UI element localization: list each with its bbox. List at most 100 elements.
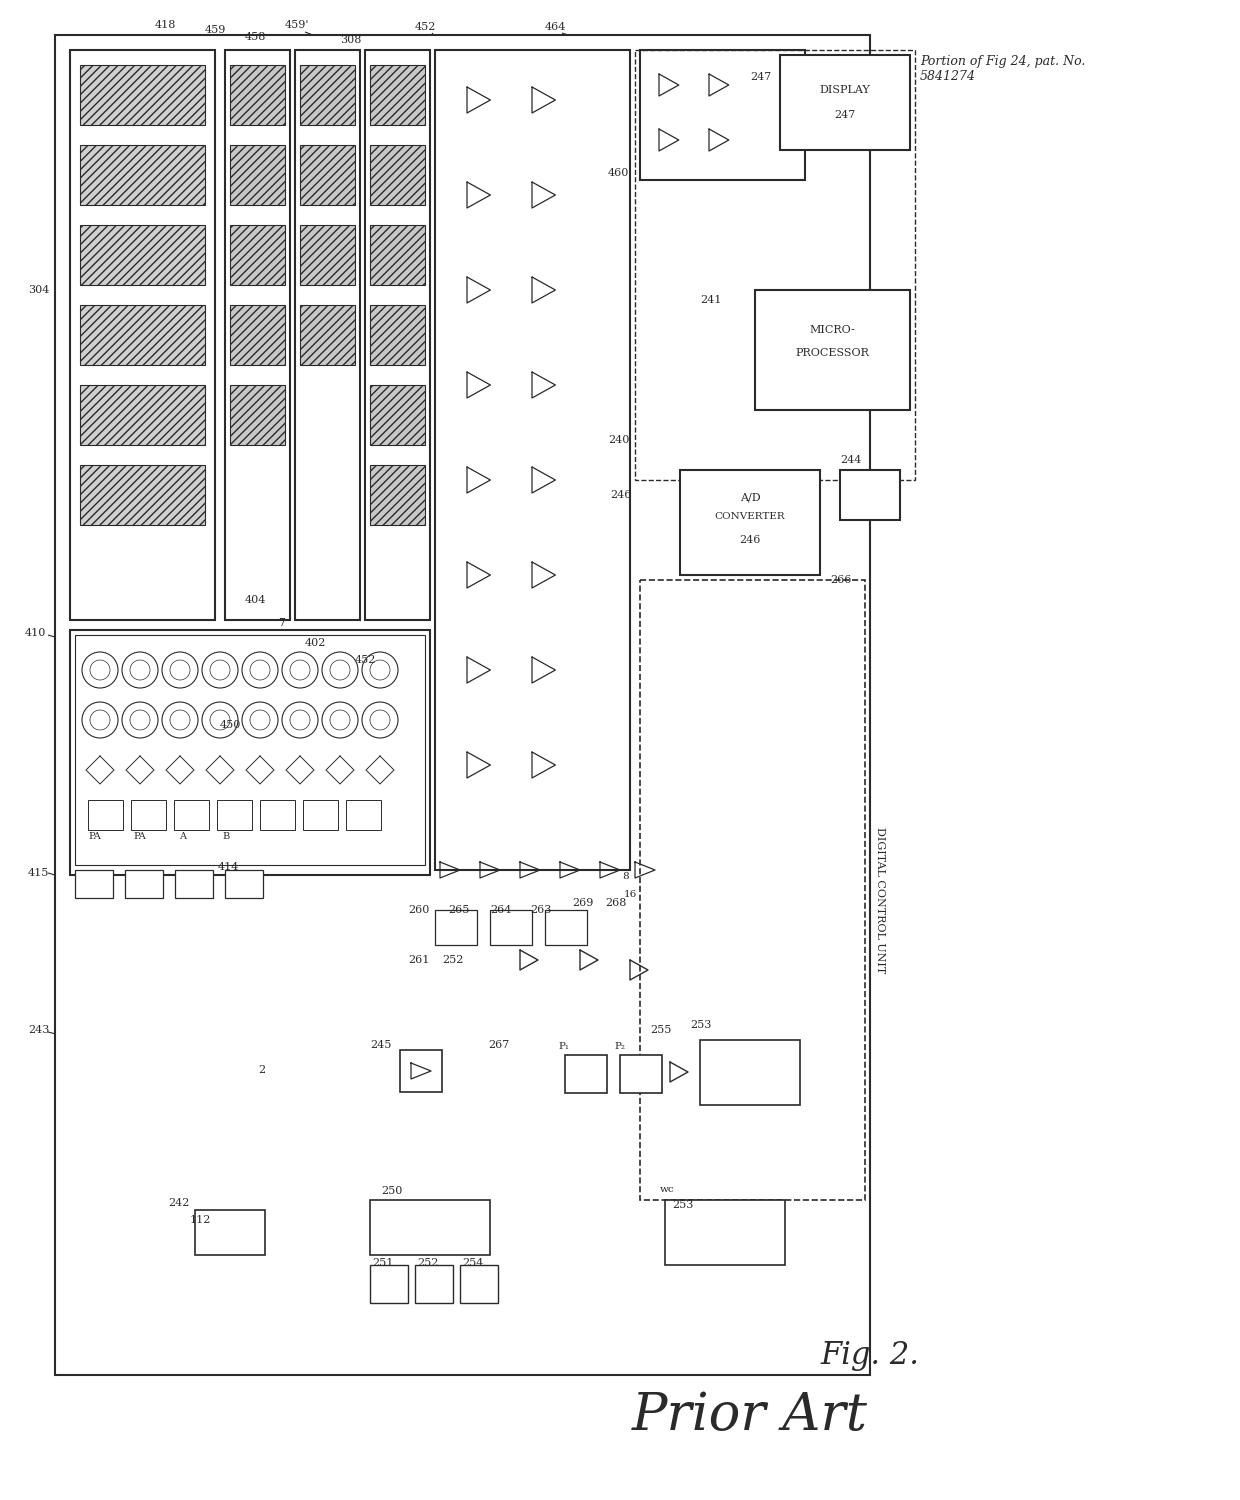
Bar bbox=[490, 910, 532, 945]
Bar bbox=[74, 870, 113, 898]
Text: 459: 459 bbox=[205, 26, 227, 34]
Text: 268: 268 bbox=[605, 898, 626, 908]
Bar bbox=[224, 50, 290, 620]
Bar bbox=[370, 1200, 490, 1256]
Bar bbox=[665, 1200, 785, 1264]
Text: 260: 260 bbox=[408, 904, 429, 915]
Text: 252: 252 bbox=[441, 956, 464, 964]
Text: wc: wc bbox=[660, 1185, 675, 1194]
Bar bbox=[74, 634, 425, 866]
Text: 253: 253 bbox=[689, 1020, 712, 1031]
Text: PA: PA bbox=[134, 833, 146, 842]
Text: DIGITAL CONTROL UNIT: DIGITAL CONTROL UNIT bbox=[875, 827, 885, 974]
Bar bbox=[229, 304, 285, 364]
Bar bbox=[295, 50, 360, 620]
Text: 240: 240 bbox=[608, 435, 630, 445]
Bar bbox=[195, 1210, 265, 1255]
Bar bbox=[300, 304, 355, 364]
Text: Prior Art: Prior Art bbox=[632, 1390, 868, 1441]
Bar bbox=[346, 800, 381, 830]
Text: 254: 254 bbox=[463, 1258, 484, 1268]
Text: 452: 452 bbox=[355, 656, 377, 664]
Text: A: A bbox=[180, 833, 186, 842]
Text: 250: 250 bbox=[382, 1186, 403, 1196]
Bar bbox=[88, 800, 123, 830]
Text: 246: 246 bbox=[610, 490, 631, 500]
Text: P₂: P₂ bbox=[614, 1042, 625, 1052]
Text: 414: 414 bbox=[218, 862, 239, 871]
Bar bbox=[300, 225, 355, 285]
Text: 459': 459' bbox=[285, 20, 310, 30]
Text: PA: PA bbox=[88, 833, 102, 842]
Text: 7: 7 bbox=[278, 618, 285, 628]
Text: 266: 266 bbox=[830, 574, 852, 585]
Text: P₁: P₁ bbox=[558, 1042, 569, 1052]
Text: 8: 8 bbox=[622, 871, 629, 880]
Bar bbox=[365, 50, 430, 620]
Text: 452: 452 bbox=[415, 22, 436, 32]
Text: 304: 304 bbox=[29, 285, 50, 296]
Text: 112: 112 bbox=[190, 1215, 211, 1225]
Bar bbox=[755, 290, 910, 410]
Bar bbox=[680, 470, 820, 574]
Text: CONVERTER: CONVERTER bbox=[714, 512, 785, 520]
Text: A/D: A/D bbox=[740, 494, 760, 502]
Text: DISPLAY: DISPLAY bbox=[820, 86, 870, 94]
Bar bbox=[300, 64, 355, 125]
Text: PROCESSOR: PROCESSOR bbox=[795, 348, 869, 358]
Text: MICRO-: MICRO- bbox=[808, 326, 854, 334]
Bar bbox=[229, 386, 285, 446]
Bar bbox=[224, 870, 263, 898]
Bar bbox=[701, 1040, 800, 1106]
Bar bbox=[780, 56, 910, 150]
Bar bbox=[640, 580, 866, 1200]
Text: 246: 246 bbox=[739, 536, 760, 544]
Bar bbox=[370, 465, 425, 525]
Bar bbox=[435, 50, 630, 870]
Text: 269: 269 bbox=[572, 898, 594, 908]
Text: 253: 253 bbox=[672, 1200, 693, 1210]
Bar bbox=[435, 910, 477, 945]
Bar bbox=[546, 910, 587, 945]
Text: 402: 402 bbox=[305, 638, 326, 648]
Text: 458: 458 bbox=[246, 32, 267, 42]
Text: 265: 265 bbox=[448, 904, 470, 915]
Text: 261: 261 bbox=[408, 956, 429, 964]
Text: 267: 267 bbox=[489, 1040, 510, 1050]
Bar bbox=[370, 64, 425, 125]
Text: 464: 464 bbox=[546, 22, 567, 32]
Text: 244: 244 bbox=[839, 454, 862, 465]
Text: 243: 243 bbox=[29, 1024, 50, 1035]
Bar bbox=[175, 870, 213, 898]
Text: 308: 308 bbox=[340, 34, 361, 45]
Bar bbox=[370, 386, 425, 446]
Bar bbox=[69, 50, 215, 620]
Text: 16: 16 bbox=[624, 890, 637, 898]
Bar bbox=[81, 225, 205, 285]
Bar bbox=[565, 1054, 608, 1094]
Bar bbox=[300, 146, 355, 206]
Bar bbox=[229, 146, 285, 206]
Bar bbox=[635, 50, 915, 480]
Bar bbox=[620, 1054, 662, 1094]
Text: 242: 242 bbox=[167, 1198, 190, 1208]
Text: 241: 241 bbox=[701, 296, 722, 304]
Bar bbox=[401, 1050, 441, 1092]
Text: 245: 245 bbox=[370, 1040, 392, 1050]
Bar bbox=[131, 800, 166, 830]
Bar bbox=[174, 800, 210, 830]
Bar bbox=[415, 1264, 453, 1304]
Text: 2: 2 bbox=[258, 1065, 265, 1076]
Bar bbox=[260, 800, 295, 830]
Text: Fig. 2.: Fig. 2. bbox=[821, 1340, 920, 1371]
Bar bbox=[69, 630, 430, 874]
Bar bbox=[460, 1264, 498, 1304]
Text: 247: 247 bbox=[835, 110, 856, 120]
Text: 264: 264 bbox=[490, 904, 511, 915]
Bar bbox=[229, 225, 285, 285]
Bar bbox=[217, 800, 252, 830]
Text: 263: 263 bbox=[529, 904, 552, 915]
Bar bbox=[81, 64, 205, 125]
Bar bbox=[55, 34, 870, 1376]
Bar bbox=[81, 386, 205, 446]
